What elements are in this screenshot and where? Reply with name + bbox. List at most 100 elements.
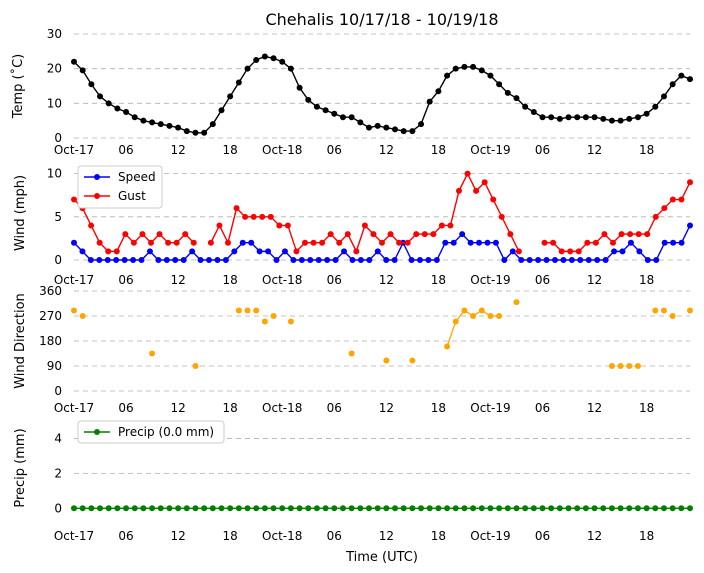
wind-series-speed-point <box>619 248 626 255</box>
wind-series-gust-point <box>302 239 308 246</box>
precip-series-precip-point <box>218 505 225 512</box>
wind-series-speed-point <box>568 257 575 263</box>
direction-yticks: 0 90 180 270 360 <box>39 284 62 398</box>
wind-series-speed-point <box>670 239 677 246</box>
direction-point <box>287 318 294 325</box>
temp-series-0-point <box>652 103 659 110</box>
precip-series-precip-point <box>166 505 173 512</box>
temp-grid <box>74 33 690 139</box>
temp-series-0-point <box>97 93 104 100</box>
wind-series-speed-point <box>678 239 685 246</box>
precip-series-precip-point <box>270 505 277 512</box>
temp-series-0-point <box>331 110 338 117</box>
wind-series-gust-line <box>210 172 520 254</box>
temp-series-0-point <box>530 109 537 115</box>
wind-series-gust-point <box>627 231 634 238</box>
direction-point <box>270 313 277 319</box>
wind-series-speed-point <box>501 257 508 263</box>
precip-series-precip-point <box>140 505 147 512</box>
wind-series-gust-point <box>396 239 403 246</box>
precip-series-precip-point <box>339 505 346 512</box>
wind-series-speed-point <box>636 248 643 255</box>
wind-series-gust-point <box>481 179 488 186</box>
direction-point <box>79 313 86 319</box>
temp-panel: 0 10 20 30 Oct-17 06 12 18 Oct-18 06 12 18 Oct-19 06… <box>10 27 693 157</box>
wind-series-speed-point <box>332 257 339 263</box>
direction-xtick-label: 18 <box>639 401 654 415</box>
wind-xtick-label: 18 <box>431 273 446 287</box>
wind-series-gust-point <box>601 231 608 238</box>
direction-point <box>660 307 667 314</box>
precip-series-precip-point <box>652 505 659 512</box>
direction-series <box>71 299 693 369</box>
temp-series-0-point <box>296 84 303 91</box>
precip-xtick-label: 06 <box>118 529 133 543</box>
wind-series-gust-point <box>361 222 368 229</box>
precip-legend: Precip (0.0 mm) <box>77 420 225 444</box>
wind-series-speed-point <box>374 248 381 255</box>
direction-xtick-label: 06 <box>327 401 342 415</box>
wind-series-speed-point <box>391 257 398 263</box>
wind-series-speed-point <box>79 248 86 255</box>
wind-series-speed-point <box>307 257 314 263</box>
precip-series-precip-point <box>530 505 537 512</box>
wind-series-gust-point <box>233 205 240 212</box>
wind-series-speed-point <box>214 257 221 263</box>
direction-xtick-label: Oct-17 <box>54 401 94 415</box>
precip-series-precip-point <box>600 505 607 512</box>
temp-xtick-label: 06 <box>535 143 550 157</box>
temp-series-0-point <box>669 81 676 88</box>
wind-series-gust-point <box>652 213 659 220</box>
temp-xtick-label: Oct-18 <box>262 143 302 157</box>
wind-series-gust-point <box>276 222 283 229</box>
direction-point <box>235 307 242 314</box>
precip-xtick-label: Oct-18 <box>262 529 302 543</box>
direction-xticks: Oct-17 06 12 18 Oct-18 06 12 18 Oct-19 06 12 18 <box>54 401 654 415</box>
temp-xtick-label: 12 <box>379 143 394 157</box>
wind-series-gust-point <box>558 248 565 255</box>
wind-series-speed-point <box>661 239 668 246</box>
temp-series-0-point <box>426 98 433 105</box>
wind-series <box>71 170 693 263</box>
direction-point <box>496 313 503 319</box>
wind-series-speed-point <box>543 257 550 263</box>
temp-ytick-label: 0 <box>54 131 62 145</box>
wind-series-speed-point <box>416 257 423 263</box>
precip-series-precip-point <box>582 505 589 512</box>
direction-point <box>687 307 693 314</box>
temp-series-0-point <box>244 65 251 72</box>
precip-series-precip-point <box>548 505 555 512</box>
precip-series-precip-point <box>287 505 294 512</box>
temp-series-0-point <box>183 128 190 135</box>
temp-ytick-label: 30 <box>47 27 62 41</box>
wind-ytick-label: 5 <box>54 210 62 224</box>
direction-point <box>149 350 156 357</box>
precip-series-precip-point <box>522 505 529 512</box>
precip-series-precip-point <box>114 505 121 512</box>
wind-grid <box>74 173 690 261</box>
wind-series-speed-point <box>484 239 491 246</box>
wind-series-speed-point <box>172 257 179 263</box>
wind-series-speed-point <box>602 257 609 263</box>
direction-ytick-label: 0 <box>54 384 62 398</box>
wind-series-gust-point <box>464 170 471 177</box>
wind-series-speed-point <box>459 231 466 238</box>
precip-series-precip-point <box>261 505 268 512</box>
direction-point <box>253 307 260 314</box>
direction-point <box>444 343 451 350</box>
temp-series-0-point <box>643 110 650 117</box>
wind-series-speed-point <box>467 239 474 246</box>
precip-series-precip-point <box>591 505 598 512</box>
wind-series-speed-point <box>281 248 288 255</box>
temp-series-0-point <box>305 96 312 103</box>
precip-xtick-label: Oct-19 <box>470 529 510 543</box>
precip-series-precip-point <box>461 505 468 512</box>
temp-xtick-label: 06 <box>327 143 342 157</box>
temp-series-0-point <box>114 105 121 112</box>
wind-series-speed-point <box>231 248 238 255</box>
precip-series-precip-point <box>608 505 615 512</box>
temp-series-0-point <box>478 67 485 74</box>
direction-point <box>634 363 641 369</box>
direction-xtick-label: 12 <box>379 401 394 415</box>
